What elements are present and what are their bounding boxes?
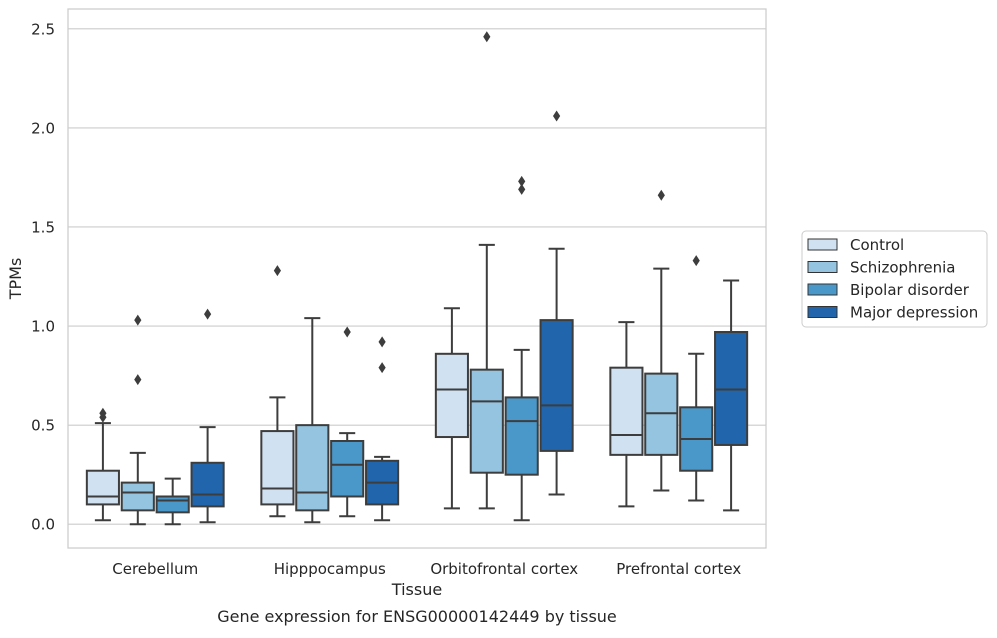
- outlier-point: [483, 31, 491, 43]
- legend-swatch: [807, 261, 838, 273]
- box-iqr: [85, 469, 120, 506]
- box-major-depression: [365, 336, 400, 522]
- outlier-point: [134, 314, 142, 326]
- y-tick-label: 1.5: [31, 218, 55, 236]
- box-schizophrenia: [469, 31, 504, 510]
- box-schizophrenia: [295, 317, 330, 524]
- outlier-point: [204, 308, 212, 320]
- box-iqr: [190, 461, 225, 508]
- box-bipolar-disorder: [679, 255, 714, 502]
- plot-frame: [67, 8, 767, 549]
- outlier-point: [99, 407, 107, 419]
- x-axis-ticks: Cerebellum Hipppocampus Orbitofrontal cort…: [112, 560, 741, 578]
- outlier-point: [378, 362, 386, 374]
- box-control: [609, 321, 644, 508]
- box-control: [260, 265, 295, 518]
- box-iqr: [469, 368, 504, 474]
- box-control: [434, 307, 469, 510]
- outlier-point: [692, 255, 700, 267]
- legend-label: Major depression: [850, 304, 978, 322]
- x-tick-label: Orbitofrontal cortex: [430, 560, 578, 578]
- box-control: [85, 407, 120, 522]
- outlier-point: [518, 183, 526, 195]
- box-bipolar-disorder: [330, 326, 365, 518]
- outlier-point: [518, 175, 526, 187]
- x-axis-label: Tissue: [391, 580, 442, 599]
- legend-frame: [801, 230, 988, 328]
- box-iqr: [155, 495, 190, 514]
- outlier-point: [553, 110, 561, 122]
- y-tick-label: 1.0: [31, 318, 55, 336]
- x-tick-label: Cerebellum: [112, 560, 198, 578]
- legend-label: Control: [850, 236, 904, 254]
- box-iqr: [609, 366, 644, 456]
- outlier-point: [378, 336, 386, 348]
- box-iqr: [120, 481, 155, 512]
- outlier-point: [273, 265, 281, 277]
- legend: Control Schizophrenia Bipolar disorder Majo…: [801, 230, 988, 328]
- box-iqr: [504, 396, 539, 476]
- y-tick-label: 2.5: [31, 20, 55, 38]
- outlier-point: [343, 326, 351, 338]
- legend-swatch: [807, 283, 838, 296]
- box-iqr: [539, 319, 574, 452]
- legend-swatch: [807, 306, 838, 318]
- box-iqr: [295, 424, 330, 512]
- figure-caption: Gene expression for ENSG00000142449 by t…: [217, 607, 617, 626]
- outlier-point: [657, 189, 665, 201]
- box-iqr: [330, 439, 365, 498]
- y-tick-label: 0.0: [31, 516, 55, 534]
- box-iqr: [260, 430, 295, 506]
- legend-label: Schizophrenia: [850, 259, 955, 277]
- y-axis-label: TPMs: [6, 258, 25, 301]
- y-tick-label: 0.5: [31, 417, 55, 435]
- legend-label: Bipolar disorder: [850, 281, 970, 299]
- x-tick-label: Prefrontal cortex: [616, 560, 741, 578]
- box-major-depression: [539, 110, 574, 496]
- box-schizophrenia: [120, 314, 155, 526]
- box-schizophrenia: [644, 189, 679, 492]
- box-bipolar-disorder: [504, 175, 539, 522]
- x-tick-label: Hipppocampus: [274, 560, 386, 578]
- y-tick-label: 2.0: [31, 119, 55, 137]
- grid-lines: [68, 28, 766, 525]
- legend-swatch: [807, 238, 838, 251]
- box-major-depression: [714, 279, 749, 512]
- box-bipolar-disorder: [155, 477, 190, 526]
- box-iqr: [434, 352, 469, 439]
- box-groups: [85, 31, 749, 526]
- box-major-depression: [190, 308, 225, 524]
- outlier-point: [134, 374, 142, 386]
- y-axis-ticks: 0.0 0.5 1.0 1.5 2.0 2.5: [31, 20, 55, 533]
